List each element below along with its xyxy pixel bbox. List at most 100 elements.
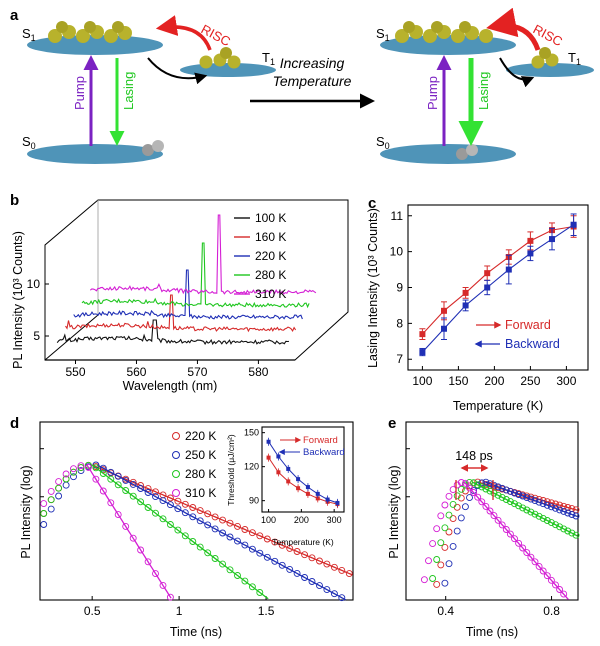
b-series-160-K [65,294,297,333]
c-point-backward [484,284,491,291]
d-inset-point-forward [315,496,320,501]
d-point-220-K [256,532,264,540]
d-point-220-K [330,563,338,571]
d-inset-point-forward [286,479,291,484]
d-point-250-K [159,497,167,505]
b-x-tick-label: 560 [126,365,146,379]
e-point-220-K [527,493,535,501]
d-inset-legend-label: Backward [303,447,345,458]
e-point-250-K [560,507,568,515]
c-point-forward [527,237,534,244]
b-legend: 100 K 160 K 220 K 280 K 310 K [234,211,286,301]
e-point-310-K [445,492,453,500]
d-point-250-K [144,489,152,496]
e-point-310-K [429,540,437,548]
b-y-tick-label: 5 [33,329,40,343]
d-point-280-K [129,492,137,500]
b-x-tick-label: 580 [248,365,268,379]
d-point-220-K [234,522,241,530]
e-point-310-K [478,498,486,506]
d-point-250-K [62,481,70,489]
e-point-280-K [556,523,564,531]
d-point-220-K [301,551,309,559]
e-point-250-K [519,492,527,500]
e-point-250-K [441,579,449,587]
e-point-310-K [560,590,568,598]
d-point-280-K [144,504,152,511]
b-series-310-K [89,214,317,295]
s0-molecules [456,144,478,160]
waterfall-depth-edge [44,314,99,361]
e-point-220-K [445,528,453,536]
e-point-250-K [506,487,514,495]
d-point-280-K [70,468,77,476]
s0-label: S0 [22,134,36,151]
e-point-280-K [568,529,576,537]
e-point-280-K [523,506,531,514]
d-point-250-K [77,467,85,475]
e-point-310-K [511,535,518,543]
s1-level [27,35,163,55]
d-point-220-K [144,485,152,493]
e-point-250-K [449,542,457,550]
d-point-250-K [47,505,55,513]
e-point-280-K [535,512,543,520]
d-point-250-K [271,557,279,565]
e-point-280-K [502,496,510,503]
t1-level [180,63,276,77]
t1-level [506,63,594,77]
d-point-280-K [256,589,264,596]
e-point-280-K [433,556,441,563]
b-legend-label: 220 K [255,249,286,263]
d-point-280-K [219,560,227,568]
d-point-250-K [70,473,77,481]
e-point-250-K [498,484,506,492]
c-y-label: Lasing Intensity (10³ Counts) [366,208,380,368]
b-series-220-K [73,269,303,320]
c-point-backward [549,236,555,243]
e-point-280-K [511,500,518,508]
d-point-310-K [70,465,77,473]
d-inset-point-backward [315,491,320,496]
e-point-310-K [498,521,506,529]
d-point-310-K [129,534,137,542]
e-point-310-K [433,525,441,533]
d-point-250-K [338,594,346,602]
t1-label: T1 [568,50,581,67]
c-plot-frame [407,204,589,371]
d-point-280-K [122,487,130,494]
e-point-310-K [486,507,494,515]
d-point-310-K [40,500,48,508]
c-y-tick-label: 11 [391,209,404,223]
e-point-250-K [494,483,502,491]
d-point-250-K [256,549,264,557]
e-point-280-K [494,491,502,499]
d-point-310-K [152,570,159,578]
e-point-310-K [437,512,445,520]
e-point-250-K [523,494,531,502]
d-inset-frame [261,426,345,513]
d-x-tick-label: 1.5 [258,604,275,618]
e-point-310-K [539,567,547,575]
d-point-250-K [330,590,338,598]
panel-b: b 550 560 570 580 5 10 100 K 160 K 220 K 280 K 3… [10,192,349,393]
e-point-310-K [535,562,543,570]
d-point-250-K [278,561,286,569]
e-point-220-K [457,494,465,502]
d-point-220-K [196,507,204,515]
b-x-ticks: 550 560 570 580 [65,360,269,379]
e-point-310-K [523,549,531,557]
b-y-tick-label: 10 [27,277,41,291]
lasing-label: Lasing [121,72,136,110]
d-point-220-K [323,560,331,568]
e-point-280-K [539,514,547,522]
e-point-310-K [490,512,498,520]
c-legend: Forward Backward [474,318,560,351]
e-point-280-K [572,531,580,539]
e-point-250-K [445,560,453,568]
panel-label-b: b [10,192,19,209]
c-ticks: 100 150 200 250 300 7 8 9 10 11 [390,209,577,388]
e-point-280-K [449,500,457,508]
waterfall-frame [44,199,349,361]
